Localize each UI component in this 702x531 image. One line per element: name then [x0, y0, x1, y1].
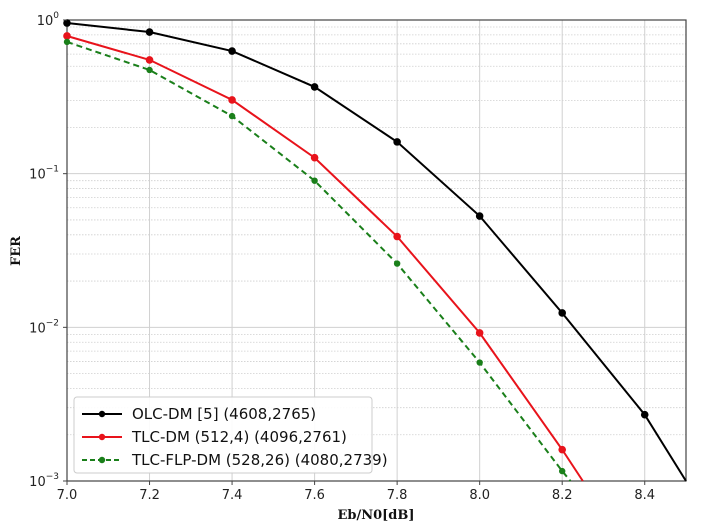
legend-marker-icon	[98, 433, 106, 441]
legend-marker-icon	[98, 456, 106, 464]
x-tick-label: 7.8	[387, 488, 408, 503]
data-point	[558, 309, 566, 317]
data-point	[310, 153, 319, 162]
x-tick-label: 8.2	[552, 488, 573, 503]
y-tick-label: 10−1	[29, 165, 59, 183]
data-point	[228, 47, 236, 55]
data-point	[476, 359, 483, 366]
data-point	[145, 56, 154, 64]
data-point	[559, 467, 566, 475]
data-point	[393, 260, 401, 267]
x-tick-label: 7.6	[304, 488, 325, 503]
data-point	[475, 329, 484, 337]
y-tick-label: 10−2	[29, 318, 59, 336]
x-tick-labels: 7.0 7.2 7.4 7.6 7.8 8.0 8.2 8.4	[57, 481, 655, 503]
data-point	[393, 232, 401, 241]
data-point	[640, 410, 649, 419]
data-point	[558, 445, 566, 454]
plot-frame	[66, 19, 687, 482]
data-point	[393, 138, 401, 146]
data-point	[310, 83, 319, 91]
y-axis-label: FER	[9, 236, 24, 266]
y-tick-labels: 100 10−1 10−2 10−3	[29, 11, 67, 490]
data-point	[475, 212, 484, 220]
legend-box	[73, 396, 373, 474]
data-point	[63, 19, 71, 27]
x-tick-label: 7.2	[139, 488, 160, 503]
x-tick-label: 7.0	[57, 488, 78, 503]
series-line	[63, 19, 687, 482]
x-tick-label: 8.4	[634, 488, 655, 503]
legend-marker-icon	[98, 410, 106, 418]
legend-entry: TLC-DM (512,4) (4096,2761)	[131, 428, 347, 446]
data-point	[145, 28, 154, 36]
y-tick-label: 10−3	[29, 472, 59, 490]
legend: OLC-DM [5] (4608,2765) TLC-DM (512,4) (40…	[73, 396, 388, 474]
series-line	[63, 32, 584, 482]
data-point	[228, 96, 236, 104]
data-point	[228, 112, 236, 120]
legend-entry: TLC-FLP-DM (528,26) (4080,2739)	[131, 451, 388, 469]
data-point	[311, 177, 318, 184]
x-tick-label: 7.4	[222, 488, 243, 503]
x-axis-label: Eb/N0[dB]	[337, 508, 414, 523]
x-tick-label: 8.0	[469, 488, 490, 503]
series-line	[63, 38, 572, 482]
series-lines	[63, 19, 687, 482]
data-point	[63, 32, 71, 40]
data-point	[63, 38, 71, 46]
data-point	[146, 66, 153, 74]
y-tick-label: 100	[37, 11, 60, 29]
legend-entry: OLC-DM [5] (4608,2765)	[132, 405, 316, 423]
